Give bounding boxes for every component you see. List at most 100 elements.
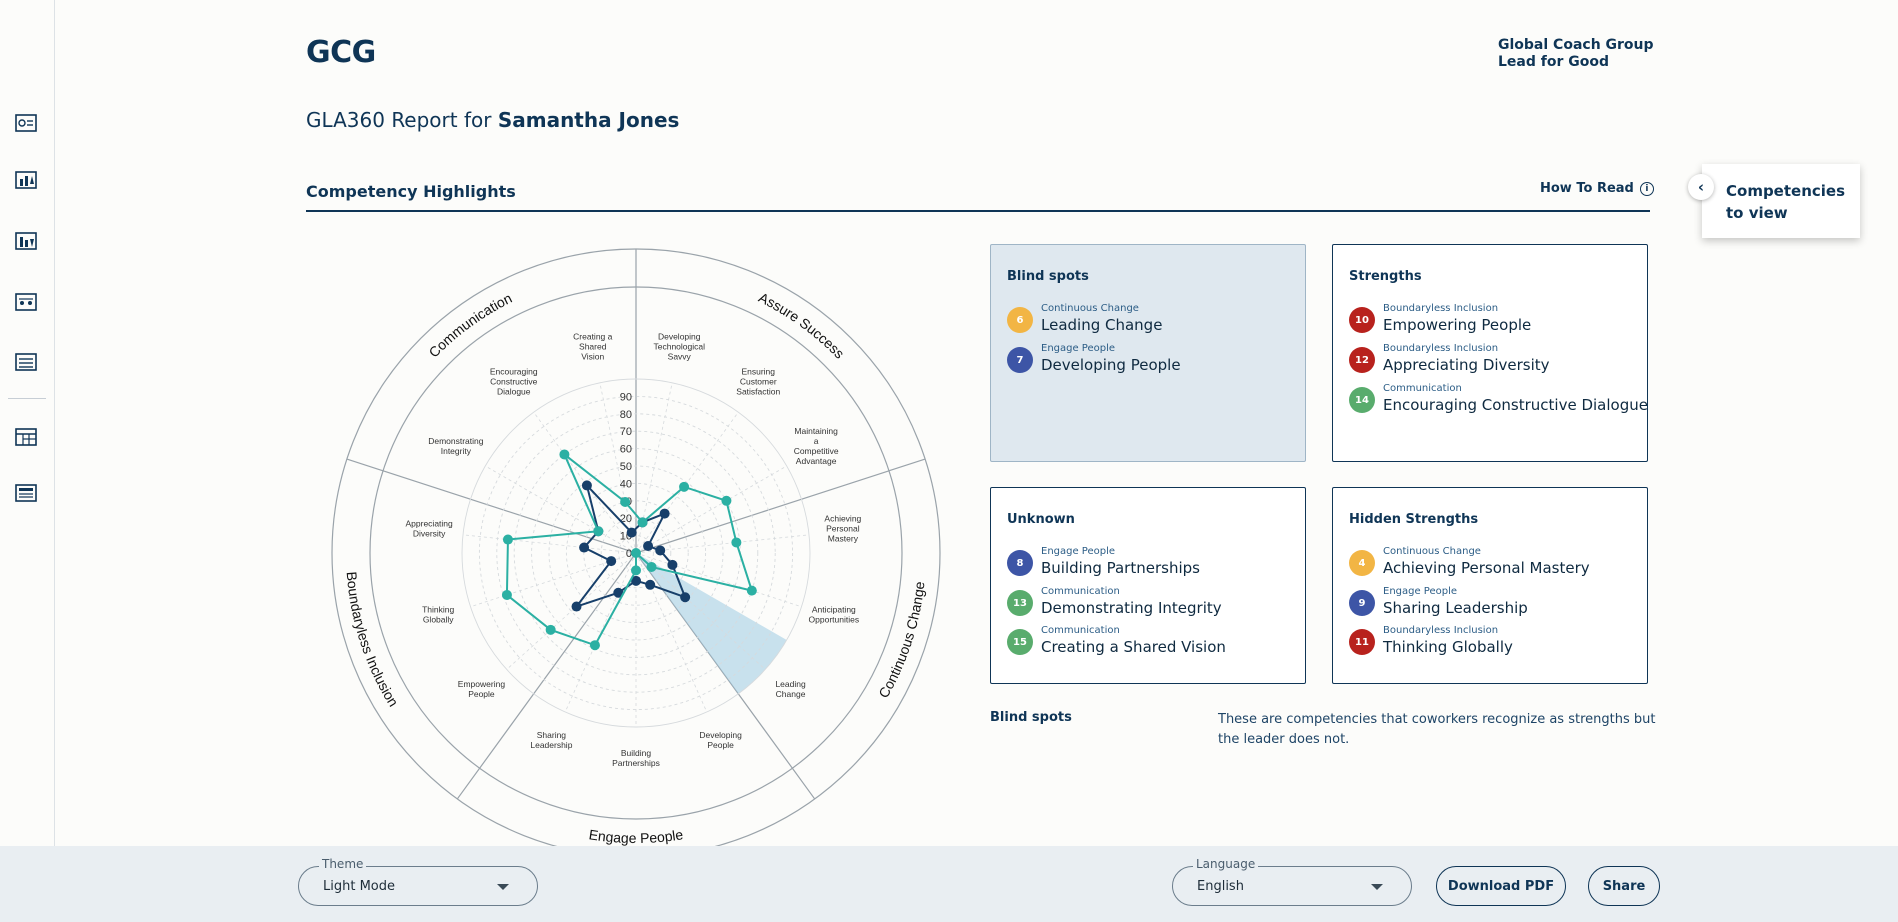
- section-title: Competency Highlights: [306, 182, 516, 201]
- theme-select-value: Light Mode: [323, 879, 395, 894]
- radar-data-point: [631, 548, 641, 558]
- radar-axis-label: Sharing Leadership: [530, 730, 572, 750]
- theme-select[interactable]: Theme Light Mode: [298, 857, 538, 906]
- list-item[interactable]: 9 Engage People Sharing Leadership: [1349, 586, 1653, 619]
- radar-data-point: [746, 585, 757, 596]
- radar-spoke: [599, 382, 637, 554]
- chevron-left-icon[interactable]: ‹: [1688, 174, 1714, 200]
- download-pdf-button[interactable]: Download PDF: [1436, 866, 1566, 906]
- card-title: Hidden Strengths: [1349, 512, 1479, 527]
- radar-axis-label: Leading Change: [775, 679, 806, 699]
- dashboard-icon[interactable]: [15, 113, 37, 133]
- radar-scale-label: 50: [620, 461, 632, 473]
- brand-tagline: Lead for Good: [1498, 54, 1609, 70]
- sidebar-divider: [8, 398, 46, 399]
- compare-icon[interactable]: [15, 292, 37, 312]
- list-item[interactable]: 11 Boundaryless Inclusion Thinking Global…: [1349, 625, 1653, 658]
- radar-data-point: [593, 526, 604, 537]
- radar-data-point: [679, 481, 690, 492]
- competency-number-badge: 15: [1007, 629, 1033, 655]
- document-icon[interactable]: [15, 483, 37, 503]
- legend-description: These are competencies that coworkers re…: [1218, 712, 1656, 747]
- competency-number-badge: 4: [1349, 550, 1375, 576]
- radar-group-label: Assure Success: [756, 289, 847, 361]
- list-item[interactable]: 12 Boundaryless Inclusion Appreciating Di…: [1349, 343, 1653, 376]
- card-title: Blind spots: [1007, 269, 1089, 284]
- list-item[interactable]: 6 Continuous Change Leading Change: [1007, 303, 1311, 336]
- radar-group-label: Engage People: [588, 826, 685, 846]
- competency-name: Demonstrating Integrity: [1041, 599, 1222, 617]
- report-person-name: Samantha Jones: [497, 108, 680, 132]
- radar-data-point: [501, 589, 512, 600]
- radar-data-point: [680, 592, 691, 603]
- radar-data-point: [659, 508, 670, 519]
- report-title: GLA360 Report for Samantha Jones: [306, 108, 679, 132]
- competency-radar-chart: 0102030405060708090DevelopingTechnologic…: [331, 248, 941, 851]
- radar-data-point: [545, 624, 556, 635]
- competency-number-badge: 6: [1007, 307, 1033, 333]
- radar-axis-label: Empowering People: [458, 679, 506, 699]
- radar-axis-label: Maintaining a Competitive Advantage: [794, 426, 839, 466]
- how-to-read-button[interactable]: How To Read i: [1540, 181, 1654, 196]
- radar-group-label: Continuous Change: [875, 580, 927, 700]
- card-title: Unknown: [1007, 512, 1075, 527]
- sidebar: [0, 0, 55, 846]
- competencies-panel[interactable]: Competencies to view: [1702, 164, 1860, 238]
- radar-scale-label: 40: [620, 478, 632, 490]
- group-divider: [456, 552, 637, 800]
- strengths-card: Strengths 10 Boundaryless Inclusion Empow…: [1332, 244, 1648, 462]
- share-button[interactable]: Share: [1588, 866, 1660, 906]
- competency-category: Continuous Change: [1041, 303, 1139, 314]
- radar-scale-label: 80: [620, 409, 632, 421]
- radar-data-point: [631, 565, 641, 576]
- caret-down-icon: [1371, 884, 1383, 890]
- radar-series-line: [505, 453, 754, 647]
- radar-data-point: [589, 640, 600, 651]
- list-item[interactable]: 15 Communication Creating a Shared Vision: [1007, 625, 1311, 658]
- competency-name: Thinking Globally: [1383, 638, 1513, 656]
- radar-scale-label: 70: [620, 426, 632, 438]
- radar-grid-ring: [600, 517, 672, 589]
- competency-number-badge: 11: [1349, 629, 1375, 655]
- competency-name: Creating a Shared Vision: [1041, 638, 1226, 656]
- radar-spoke: [635, 411, 739, 554]
- list-item[interactable]: 14 Communication Encouraging Constructive…: [1349, 383, 1653, 416]
- group-divider: [346, 458, 637, 554]
- radar-axis-label: Developing Technological Savvy: [653, 332, 705, 362]
- radar-scale-label: 90: [620, 391, 632, 403]
- language-select[interactable]: Language English: [1172, 857, 1412, 906]
- theme-select-label: Theme: [319, 857, 367, 871]
- competency-number-badge: 13: [1007, 590, 1033, 616]
- unknown-card: Unknown 8 Engage People Building Partners…: [990, 487, 1306, 684]
- competency-name: Appreciating Diversity: [1383, 356, 1550, 374]
- list-item[interactable]: 8 Engage People Building Partnerships: [1007, 546, 1311, 579]
- table-icon[interactable]: [15, 427, 37, 447]
- radar-axis-label: Building Partnerships: [612, 748, 660, 768]
- list-item[interactable]: 7 Engage People Developing People: [1007, 343, 1311, 376]
- competency-category: Engage People: [1041, 546, 1116, 557]
- list-item[interactable]: 4 Continuous Change Achieving Personal Ma…: [1349, 546, 1653, 579]
- radar-spoke: [564, 552, 637, 713]
- list-item[interactable]: 10 Boundaryless Inclusion Empowering Peop…: [1349, 303, 1653, 336]
- radar-scale-label: 0: [626, 548, 632, 560]
- radar-axis-label: Demonstrating Integrity: [428, 436, 484, 456]
- competency-name: Achieving Personal Mastery: [1383, 559, 1590, 577]
- section-divider: [306, 210, 1650, 212]
- ranking-down-icon[interactable]: [15, 231, 37, 251]
- competency-number-badge: 14: [1349, 387, 1375, 413]
- competency-category: Communication: [1041, 586, 1120, 597]
- radar-data-point: [646, 561, 657, 572]
- radar-scale-label: 60: [620, 444, 632, 456]
- card-title: Strengths: [1349, 269, 1422, 284]
- competency-name: Leading Change: [1041, 316, 1163, 334]
- language-select-label: Language: [1193, 857, 1259, 871]
- radar-axis-label: Creating a Shared Vision: [573, 332, 612, 362]
- ranking-up-icon[interactable]: [15, 170, 37, 190]
- radar-data-point: [637, 517, 648, 528]
- list-icon[interactable]: [15, 352, 37, 372]
- competency-category: Communication: [1383, 383, 1462, 394]
- gcg-logo: GCG: [306, 35, 376, 70]
- radar-data-point: [731, 537, 742, 548]
- list-item[interactable]: 13 Communication Demonstrating Integrity: [1007, 586, 1311, 619]
- competency-name: Developing People: [1041, 356, 1181, 374]
